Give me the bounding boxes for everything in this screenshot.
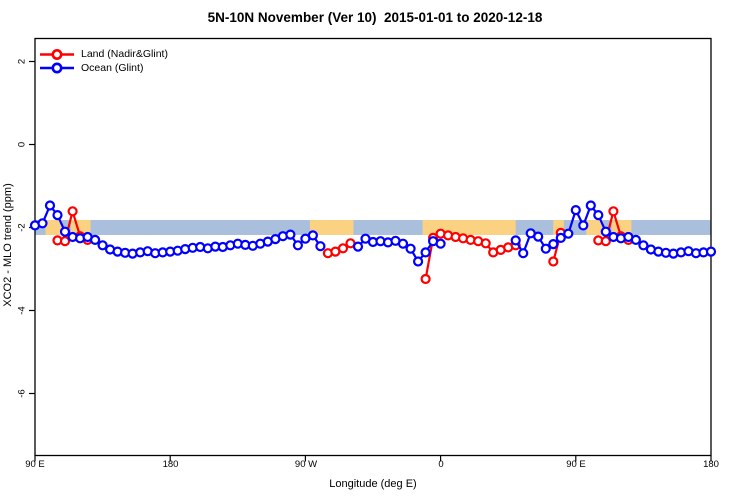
y-tick-label: -6 [16, 389, 28, 398]
ocean-data-point [705, 246, 717, 257]
map-strip-ocean [35, 220, 711, 235]
legend-label-ocean: Ocean (Glint) [81, 61, 144, 74]
ocean-data-point [89, 234, 101, 245]
x-axis-title: Longitude (deg E) [329, 478, 417, 490]
y-tick-label: -4 [16, 306, 28, 315]
y-tick-label: 2 [16, 58, 28, 65]
ocean-data-point [59, 226, 71, 237]
land-data-point [420, 273, 431, 285]
ocean-data-point [533, 231, 544, 242]
ocean-data-point [593, 210, 604, 221]
ocean-data-point [563, 228, 574, 239]
land-data-point [59, 236, 71, 247]
ocean-data-point [578, 220, 589, 231]
ocean-data-point [630, 234, 642, 245]
ocean-data-point [315, 241, 326, 252]
y-tick-label: -2 [16, 223, 28, 232]
x-tick-label: 90 E [25, 459, 45, 470]
ocean-data-point [97, 240, 108, 251]
ocean-data-point [585, 200, 596, 211]
map-strip-land [45, 220, 63, 235]
ocean-data-point [555, 232, 566, 243]
ocean-data-point [352, 241, 364, 252]
x-tick-label: 0 [438, 459, 444, 470]
ocean-data-point [397, 238, 409, 249]
x-tick-label: 180 [162, 459, 179, 470]
y-axis-title: XCO2 - MLO trend (ppm) [2, 183, 14, 307]
ocean-data-point [44, 200, 56, 211]
ocean-data-point [435, 238, 446, 249]
map-strip-land [586, 220, 603, 235]
x-tick-label: 180 [703, 459, 719, 470]
chart-title: 5N-10N November (Ver 10) 2015-01-01 to 2… [207, 10, 543, 25]
land-data-point [337, 243, 349, 254]
ocean-data-point [540, 243, 551, 254]
ocean-data-point [307, 230, 318, 241]
ocean-data-point [570, 205, 581, 216]
land-data-point [480, 238, 491, 249]
ocean-data-point [548, 239, 559, 250]
ocean-data-point [638, 240, 649, 251]
ocean-data-point [52, 210, 63, 221]
ocean-data-point [420, 247, 431, 258]
legend-label-land: Land (Nadir&Glint) [81, 48, 168, 60]
ocean-data-point [292, 240, 303, 251]
ocean-data-point [37, 218, 48, 229]
land-data-point [548, 256, 559, 267]
x-tick-label: 90 W [294, 459, 318, 470]
ocean-data-point [518, 248, 529, 259]
legend-marker-sample [51, 62, 63, 74]
ocean-data-point [413, 256, 424, 267]
map-strip-land [309, 220, 354, 235]
land-data-point [600, 236, 611, 247]
legend-marker-sample [51, 48, 63, 60]
y-tick-label: 0 [16, 141, 28, 148]
x-tick-label: 90 E [566, 459, 586, 470]
ocean-data-point [405, 243, 416, 254]
map-strip-land [553, 220, 564, 235]
land-data-point [67, 206, 78, 217]
ocean-data-point [510, 235, 521, 246]
land-data-point [608, 206, 619, 217]
ocean-data-point [600, 226, 611, 237]
ocean-data-point [285, 229, 296, 240]
